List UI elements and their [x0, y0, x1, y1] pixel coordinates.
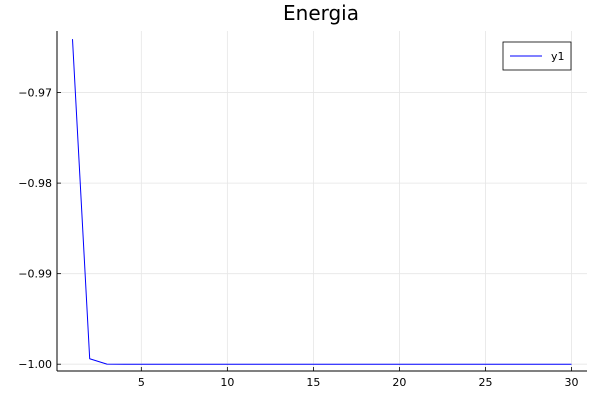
x-tick-label-3: 20 [392, 376, 406, 389]
y-tick-label-3: −1.00 [18, 358, 52, 371]
axis-frame [56, 31, 587, 372]
legend-label-y1: y1 [551, 50, 565, 63]
x-tick-label-2: 15 [306, 376, 320, 389]
x-ticks: 5 10 15 20 25 30 [138, 367, 579, 389]
y-ticks: −0.97 −0.98 −0.99 −1.00 [18, 87, 61, 371]
y-tick-label-2: −0.99 [18, 268, 52, 281]
legend: y1 [502, 41, 572, 71]
chart-title: Energia [283, 1, 359, 25]
y-tick-label-1: −0.98 [18, 177, 52, 190]
x-tick-label-5: 30 [565, 376, 579, 389]
y-tick-label-0: −0.97 [18, 87, 52, 100]
series-line-y1 [71, 39, 572, 365]
series-lines [71, 39, 572, 365]
x-tick-label-0: 5 [138, 376, 145, 389]
x-tick-label-4: 25 [478, 376, 492, 389]
x-tick-label-1: 10 [220, 376, 234, 389]
